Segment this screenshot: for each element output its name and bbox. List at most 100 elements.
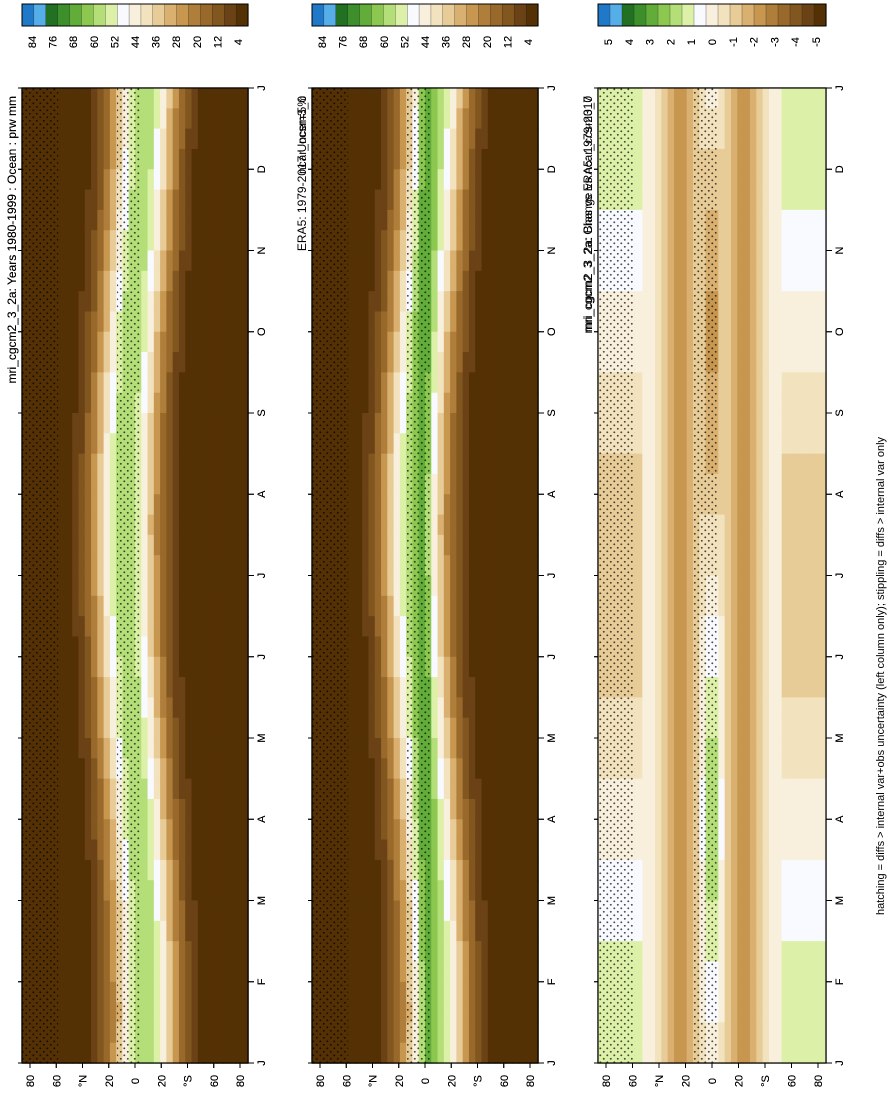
field-cell	[178, 900, 186, 922]
lat-tick-label: 0	[130, 1078, 142, 1084]
field-cell	[78, 900, 86, 922]
field-cell	[65, 981, 73, 1003]
field-cell	[229, 941, 237, 963]
field-cell	[178, 1022, 186, 1044]
field-cell	[160, 392, 167, 414]
field-cell	[141, 169, 149, 191]
field-cell	[216, 738, 224, 759]
field-cell	[78, 839, 86, 861]
field-cell	[65, 758, 73, 780]
field-cell	[191, 636, 199, 658]
field-cell	[235, 575, 243, 597]
field-cell	[97, 352, 105, 373]
field-cell	[166, 656, 174, 678]
field-cell	[59, 148, 67, 170]
field-cell	[147, 372, 155, 394]
field-cell	[204, 859, 211, 881]
field-cell	[229, 250, 237, 272]
colorbar-swatch	[33, 3, 47, 27]
field-cell	[59, 595, 67, 617]
field-cell	[185, 534, 193, 556]
field-cell	[172, 209, 180, 231]
field-cell	[178, 473, 186, 495]
field-cell	[97, 758, 105, 780]
field-cell	[72, 981, 80, 1003]
field-cell	[229, 169, 237, 191]
colorbar-label: 84	[27, 36, 39, 48]
field-cell	[65, 555, 73, 577]
field-cell	[84, 595, 92, 617]
field-cell	[229, 880, 237, 902]
field-cell	[229, 738, 237, 759]
field-cell	[65, 433, 73, 455]
field-cell	[216, 128, 224, 150]
field-cell	[229, 494, 237, 516]
field-cell	[216, 453, 224, 475]
field-cell	[241, 778, 249, 800]
colorbar-label: 84	[27, 36, 39, 48]
field-cell	[147, 108, 155, 130]
field-cell	[59, 128, 67, 150]
field-cell	[59, 331, 67, 353]
field-cell	[241, 717, 249, 739]
field-cell	[59, 697, 67, 719]
field-cell	[210, 148, 218, 170]
field-cell	[160, 169, 167, 191]
field-cell	[91, 941, 98, 963]
month-tick-label: M	[256, 733, 268, 742]
field-cell	[204, 961, 211, 983]
field-cell	[72, 1002, 80, 1023]
field-cell	[153, 859, 161, 881]
field-cell	[78, 148, 86, 170]
panel-title: mri_cgcm2_3_2a: Years 1980-1999 : Ocean …	[5, 96, 19, 383]
field-cell	[241, 595, 249, 617]
field-cell	[204, 595, 211, 617]
field-cell	[141, 941, 149, 963]
field-cell	[185, 941, 193, 963]
field-cell	[197, 697, 205, 719]
lat-tick-label: 80	[235, 1075, 247, 1087]
field-cell	[204, 148, 211, 170]
field-cell	[229, 778, 237, 800]
field-cell	[210, 311, 218, 333]
field-cell	[147, 616, 155, 638]
field-cell	[59, 819, 67, 841]
field-cell	[229, 697, 237, 719]
field-cell	[84, 189, 92, 211]
field-cell	[229, 717, 237, 739]
field-cell	[210, 656, 218, 678]
field-cell	[222, 595, 230, 617]
field-cell	[241, 392, 249, 414]
field-cell	[147, 494, 155, 516]
field-cell	[172, 494, 180, 516]
field-cell	[103, 372, 111, 394]
field-cell	[204, 677, 211, 698]
field-cell	[147, 230, 155, 252]
field-cell	[103, 961, 111, 983]
field-cell	[97, 372, 105, 394]
field-cell	[147, 1042, 155, 1064]
field-cell	[191, 534, 199, 556]
field-cell	[210, 981, 218, 1003]
field-cell	[172, 758, 180, 780]
field-cell	[191, 189, 199, 211]
field-cell	[222, 920, 230, 942]
field-cell	[109, 413, 117, 434]
field-cell	[97, 839, 105, 861]
field-cell	[153, 697, 161, 719]
field-cell	[235, 778, 243, 800]
field-cell	[153, 230, 161, 252]
field-cell	[147, 514, 155, 536]
field-cell	[141, 311, 149, 333]
field-cell	[178, 798, 186, 820]
field-cell	[235, 717, 243, 739]
field-cell	[229, 839, 237, 861]
colorbar-swatch	[69, 3, 83, 27]
field-cell	[197, 738, 205, 759]
field-cell	[65, 473, 73, 495]
field-cell	[185, 473, 193, 495]
field-cell	[147, 433, 155, 455]
field-cell	[160, 189, 167, 211]
field-cell	[204, 819, 211, 841]
field-cell	[147, 798, 155, 820]
